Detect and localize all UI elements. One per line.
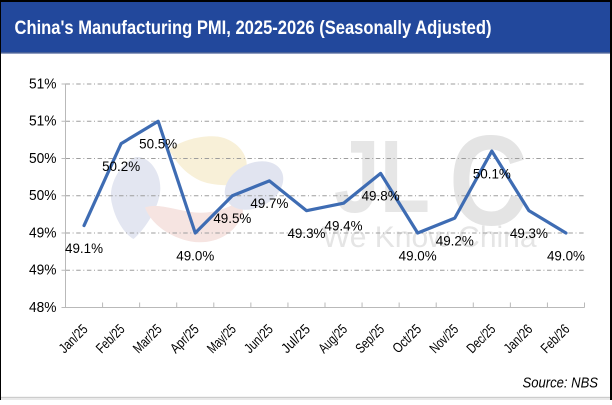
svg-text:51%: 51% xyxy=(29,113,57,130)
svg-text:51%: 51% xyxy=(29,75,57,92)
svg-text:49.7%: 49.7% xyxy=(250,195,288,211)
svg-text:49%: 49% xyxy=(29,262,57,279)
svg-text:C: C xyxy=(449,110,528,253)
svg-text:50%: 50% xyxy=(29,150,57,167)
svg-text:50.2%: 50.2% xyxy=(102,158,140,174)
svg-text:China's Manufacturing PMI, 202: China's Manufacturing PMI, 2025-2026 (Se… xyxy=(15,18,492,39)
svg-text:50%: 50% xyxy=(29,187,57,204)
svg-text:49%: 49% xyxy=(29,224,57,241)
svg-text:49.8%: 49.8% xyxy=(362,188,400,204)
svg-text:49.3%: 49.3% xyxy=(287,225,325,241)
svg-text:We Know China: We Know China xyxy=(322,221,537,254)
svg-text:49.0%: 49.0% xyxy=(547,247,585,263)
svg-text:49.3%: 49.3% xyxy=(510,225,548,241)
svg-text:50.5%: 50.5% xyxy=(139,136,177,152)
svg-text:49.5%: 49.5% xyxy=(213,210,251,226)
svg-text:50.1%: 50.1% xyxy=(473,165,511,181)
svg-text:49.1%: 49.1% xyxy=(65,240,103,256)
svg-text:49.2%: 49.2% xyxy=(436,232,474,248)
svg-text:49.0%: 49.0% xyxy=(176,247,214,263)
svg-text:49.0%: 49.0% xyxy=(399,247,437,263)
svg-text:48%: 48% xyxy=(29,299,57,316)
svg-text:Source: NBS: Source: NBS xyxy=(523,375,599,392)
svg-text:49.4%: 49.4% xyxy=(325,218,363,234)
